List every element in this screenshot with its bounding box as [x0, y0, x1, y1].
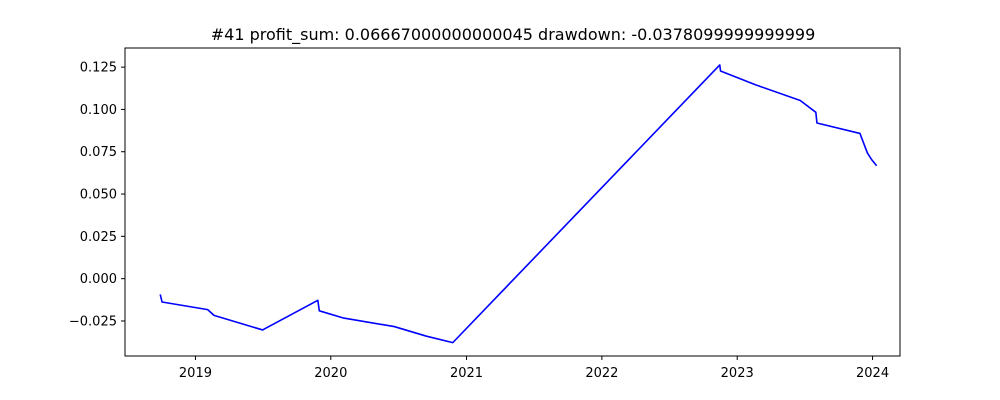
- x-tick-label: 2019: [179, 366, 212, 381]
- y-tick-label: −0.025: [69, 314, 117, 329]
- x-tick-label: 2024: [856, 366, 889, 381]
- y-tick-label: 0.075: [80, 145, 117, 160]
- y-tick-label: 0.000: [80, 272, 117, 287]
- x-tick-label: 2021: [450, 366, 483, 381]
- y-tick-label: 0.100: [80, 103, 117, 118]
- y-tick-label: 0.125: [80, 61, 117, 76]
- plot-area: [159, 64, 878, 344]
- chart-title: #41 profit_sum: 0.06667000000000045 draw…: [211, 25, 816, 45]
- y-tick-label: 0.025: [80, 230, 117, 245]
- plot-frame: [124, 47, 901, 357]
- y-tick-label: 0.050: [80, 188, 117, 203]
- x-tick-label: 2020: [314, 366, 347, 381]
- axes: 2019 2020 2021 2022 2023 2024 0.125 0.100 0.075 0…: [69, 47, 901, 381]
- x-tick-label: 2022: [585, 366, 618, 381]
- x-tick-label: 2023: [721, 366, 754, 381]
- series-line: [159, 64, 878, 344]
